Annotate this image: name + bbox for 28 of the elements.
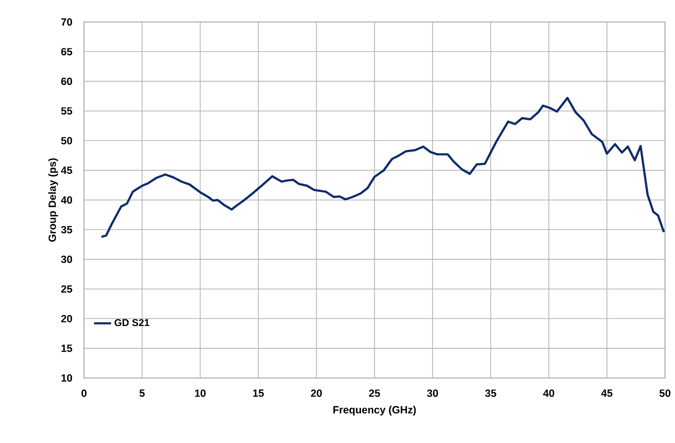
- y-tick-label: 65: [61, 48, 72, 56]
- y-tick-label: 55: [61, 107, 72, 115]
- x-tick-label: 10: [195, 390, 206, 397]
- y-tick-label: 20: [61, 314, 72, 322]
- y-tick-label: 50: [61, 136, 72, 144]
- y-axis-title: Group Delay (ps): [48, 158, 58, 242]
- y-tick-label: 70: [61, 18, 72, 26]
- y-tick-label: 15: [62, 344, 72, 352]
- x-tick-label: 25: [369, 390, 380, 397]
- x-tick-label: 40: [543, 390, 554, 397]
- y-tick-label: 30: [61, 256, 72, 264]
- x-tick-label: 50: [660, 390, 670, 397]
- y-tick-label: 60: [61, 78, 72, 86]
- x-tick-label: 20: [310, 390, 322, 397]
- y-tick-label: 25: [61, 285, 72, 293]
- y-tick-label: 45: [61, 166, 72, 174]
- x-tick-label: 45: [601, 390, 612, 397]
- y-tick-label: 40: [61, 196, 72, 204]
- x-axis-title: Frequency (GHz): [333, 406, 416, 416]
- y-tick-label: 10: [62, 374, 72, 382]
- x-tick-label: 15: [253, 390, 264, 397]
- y-tick-label: 35: [61, 226, 72, 234]
- x-tick-label: 30: [427, 390, 438, 397]
- x-tick-label: 35: [485, 390, 496, 397]
- x-tick-label: 5: [140, 390, 145, 397]
- line-series: [100, 96, 665, 238]
- x-tick-label: 0: [82, 390, 86, 397]
- legend-label: GD S21: [114, 319, 150, 326]
